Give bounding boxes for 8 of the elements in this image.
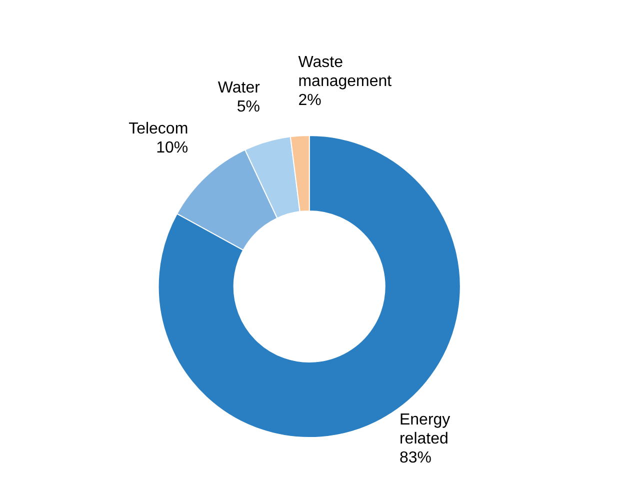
data-label: 5% (236, 98, 260, 116)
slice-label: Telecom (128, 120, 188, 138)
data-label: 2% (298, 92, 322, 109)
data-label: 10% (156, 139, 188, 156)
data-label: 83% (399, 449, 432, 466)
slice-label: Water (218, 79, 261, 96)
slice-label: Waste management (298, 54, 392, 90)
slice-label: Energy related (399, 411, 450, 448)
